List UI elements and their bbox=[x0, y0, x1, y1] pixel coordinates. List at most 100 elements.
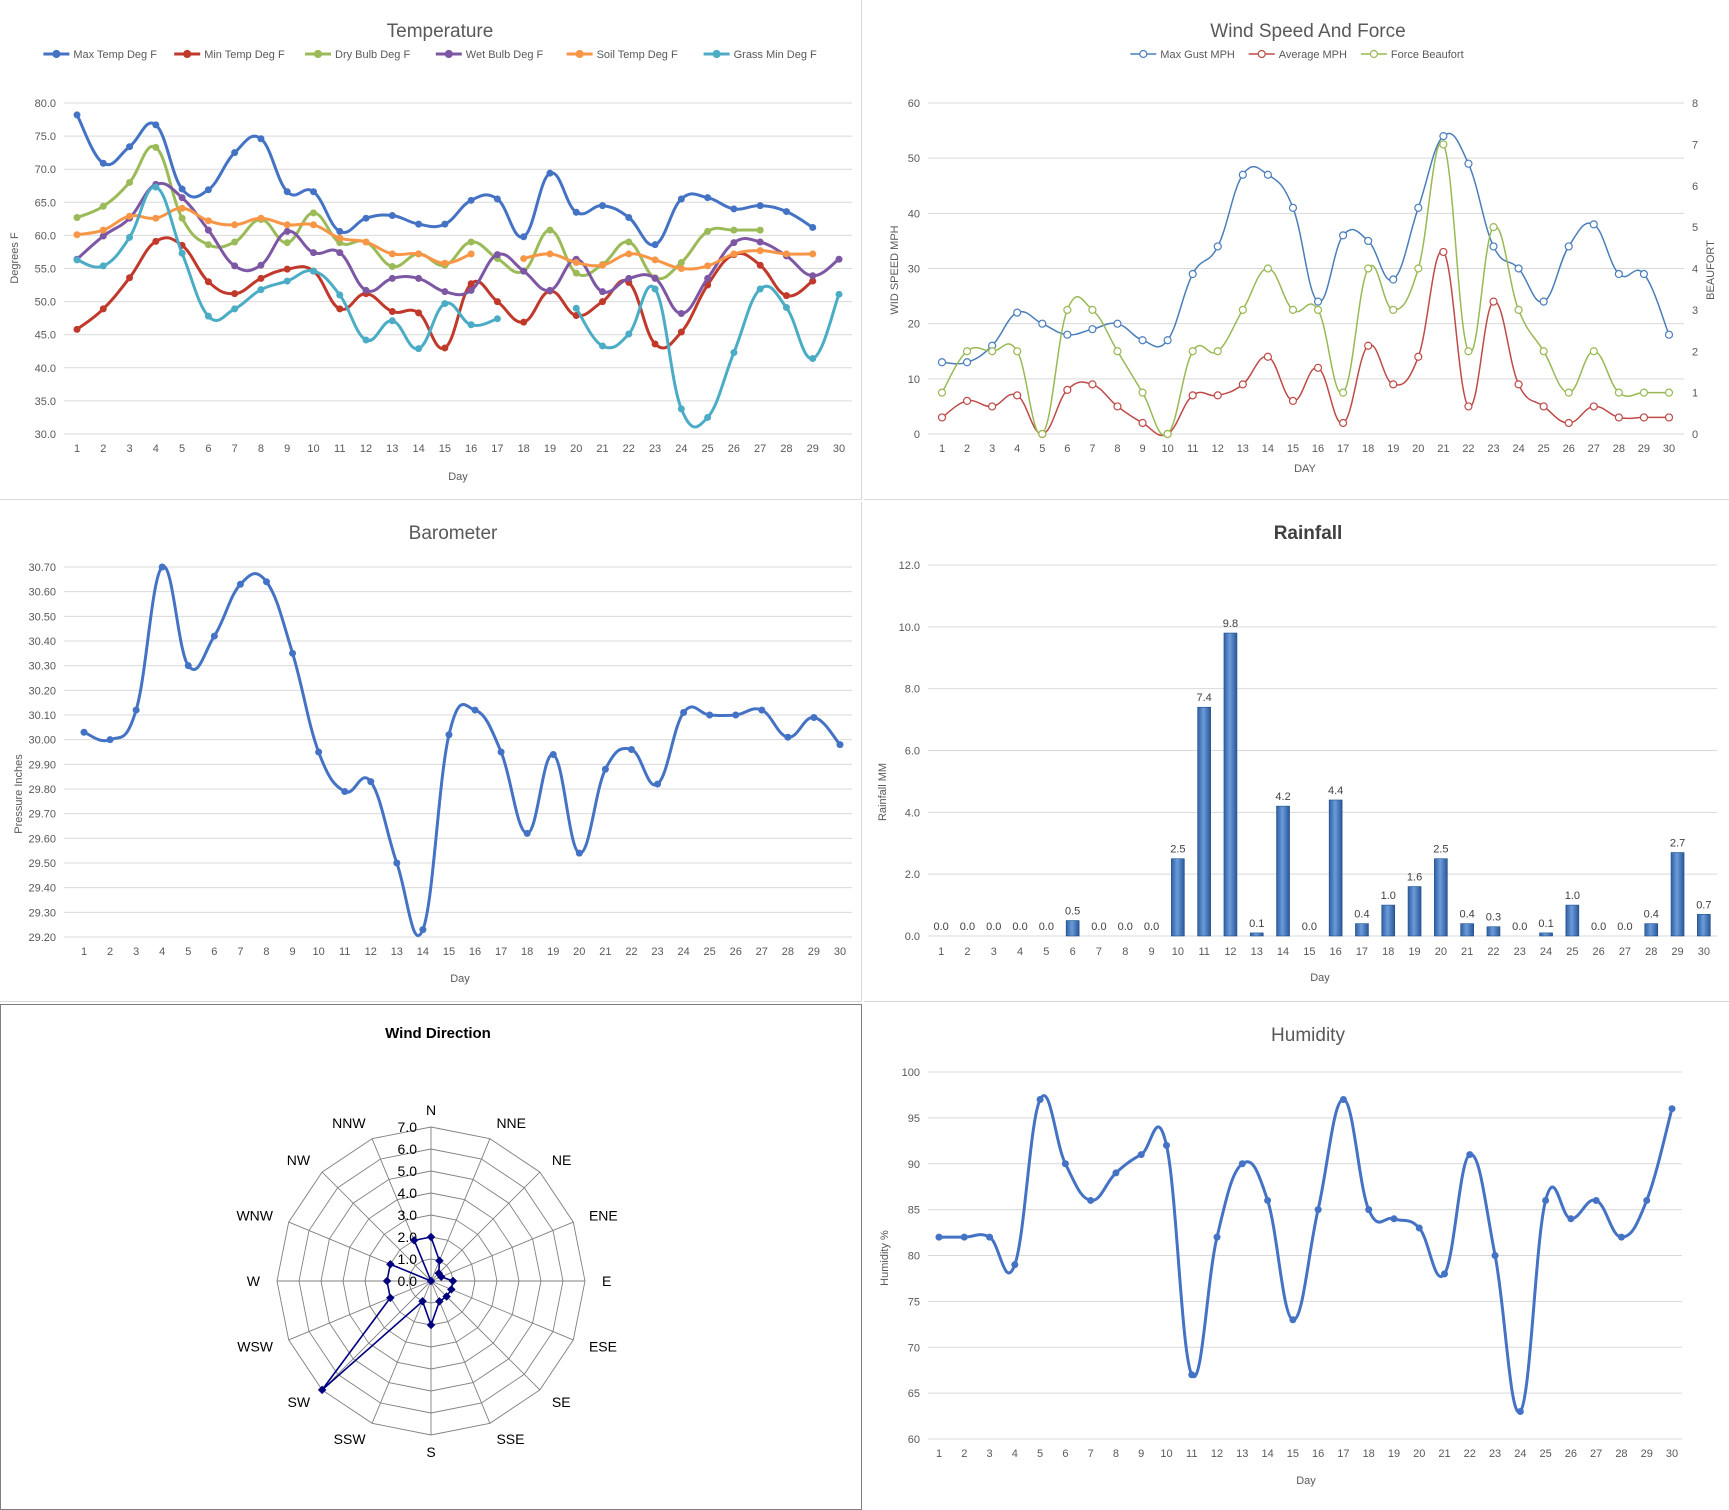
y-tick-label: 30 bbox=[908, 264, 920, 276]
legend-item: Soil Temp Deg F bbox=[566, 49, 678, 61]
data-point bbox=[809, 250, 817, 258]
y2-tick-label: 1 bbox=[1692, 388, 1698, 400]
data-point bbox=[627, 746, 635, 754]
data-point bbox=[988, 347, 997, 356]
data-point bbox=[73, 214, 81, 222]
data-point bbox=[625, 238, 633, 246]
data-point bbox=[178, 214, 186, 222]
data-point bbox=[1614, 413, 1623, 422]
x-tick-label: 10 bbox=[1172, 946, 1184, 958]
data-point bbox=[680, 709, 688, 717]
x-tick-label: 12 bbox=[1224, 946, 1236, 958]
data-point bbox=[1466, 1151, 1474, 1159]
radial-tick-label: 6.0 bbox=[398, 1141, 418, 1157]
data-point bbox=[309, 209, 317, 217]
data-point bbox=[1038, 429, 1047, 439]
legend-label: Force Beaufort bbox=[1391, 49, 1464, 61]
data-point bbox=[415, 250, 423, 258]
data-label: 4.4 bbox=[1328, 785, 1343, 797]
data-point bbox=[441, 300, 449, 308]
x-tick-label: 24 bbox=[675, 443, 687, 455]
x-tick-label: 29 bbox=[807, 443, 819, 455]
data-point bbox=[388, 212, 396, 220]
x-tick-label: 7 bbox=[1088, 1448, 1094, 1460]
x-tick-label: 28 bbox=[1613, 443, 1625, 455]
direction-label: NNW bbox=[332, 1115, 366, 1131]
data-point bbox=[1063, 385, 1072, 394]
data-point bbox=[1213, 242, 1222, 251]
data-point bbox=[1061, 1160, 1069, 1168]
x-tick-label: 26 bbox=[1563, 443, 1575, 455]
data-label: 0.1 bbox=[1538, 918, 1553, 930]
x-tick-label: 16 bbox=[1330, 946, 1342, 958]
series-group bbox=[80, 563, 844, 938]
y-tick-label: 0.0 bbox=[905, 931, 920, 943]
y-tick-label: 35.0 bbox=[35, 396, 56, 408]
x-tick-label: 30 bbox=[1698, 946, 1710, 958]
y-tick-label: 65 bbox=[908, 1388, 920, 1400]
data-point bbox=[1188, 1371, 1196, 1379]
data-point bbox=[152, 237, 160, 245]
x-tick-label: 14 bbox=[412, 443, 424, 455]
legend-label: Min Temp Deg F bbox=[204, 49, 285, 61]
data-point bbox=[1288, 396, 1298, 405]
series-2 bbox=[937, 140, 1674, 439]
x-tick-label: 3 bbox=[986, 1448, 992, 1460]
data-point bbox=[99, 232, 107, 240]
data-point bbox=[1289, 1316, 1297, 1324]
legend-label: Average MPH bbox=[1279, 49, 1347, 61]
data-point bbox=[236, 580, 244, 588]
data-point bbox=[677, 265, 685, 272]
data-point bbox=[152, 214, 160, 222]
y-tick-label: 100 bbox=[902, 1067, 920, 1079]
data-point bbox=[1564, 242, 1573, 251]
direction-label: NNE bbox=[496, 1115, 526, 1131]
series-line bbox=[83, 565, 842, 938]
y-tick-label: 29.20 bbox=[28, 932, 56, 944]
data-point bbox=[257, 274, 265, 282]
legend-marker bbox=[575, 49, 584, 59]
x-tick-label: 21 bbox=[1437, 443, 1449, 455]
data-point bbox=[1489, 223, 1498, 232]
x-tick-label: 21 bbox=[599, 946, 611, 958]
data-point bbox=[336, 249, 344, 257]
y-axis-label: Rainfall MM bbox=[877, 763, 889, 821]
data-point bbox=[1639, 269, 1649, 279]
data-point bbox=[441, 288, 449, 296]
radar-spoke bbox=[321, 1280, 432, 1391]
x-tick-label: 1 bbox=[939, 443, 945, 455]
x-tick-label: 18 bbox=[518, 443, 530, 455]
x-tick-label: 17 bbox=[1337, 1448, 1349, 1460]
x-tick-label: 27 bbox=[756, 946, 768, 958]
bar bbox=[1565, 904, 1580, 937]
y-tick-label: 30.0 bbox=[35, 429, 56, 441]
data-point bbox=[309, 267, 317, 275]
data-point bbox=[497, 748, 505, 756]
y2-tick-label: 2 bbox=[1692, 346, 1698, 358]
data-point bbox=[283, 265, 291, 273]
series-5 bbox=[73, 183, 843, 429]
data-point bbox=[493, 315, 501, 323]
x-tick-label: 23 bbox=[651, 946, 663, 958]
data-point bbox=[651, 256, 659, 264]
legend-label: Wet Bulb Deg F bbox=[466, 49, 544, 61]
data-point bbox=[262, 578, 270, 586]
x-tick-label: 22 bbox=[1487, 946, 1499, 958]
series-group bbox=[935, 1094, 1676, 1415]
barometer-chart: Barometer Day Pressure Inches 30.70 30.60… bbox=[13, 523, 852, 985]
data-point bbox=[809, 272, 817, 280]
y-tick-labels: 80.0 75.0 70.0 65.0 60.0 55.0 50.0 45.0 40.0 35.0… bbox=[35, 98, 56, 441]
data-point bbox=[1163, 429, 1172, 439]
data-point bbox=[730, 250, 738, 258]
y-axis-label: Degrees F bbox=[9, 232, 21, 284]
x-tick-label: 16 bbox=[465, 443, 477, 455]
x-tick-label: 4 bbox=[153, 443, 159, 455]
data-point bbox=[1113, 402, 1122, 411]
radar-spoke bbox=[430, 1138, 491, 1282]
y-tick-label: 45.0 bbox=[35, 330, 56, 342]
data-point bbox=[520, 233, 528, 241]
data-point bbox=[204, 186, 212, 194]
chart-title: Rainfall bbox=[1274, 523, 1343, 544]
data-point bbox=[1113, 347, 1122, 356]
x-tick-label: 29 bbox=[1671, 946, 1683, 958]
